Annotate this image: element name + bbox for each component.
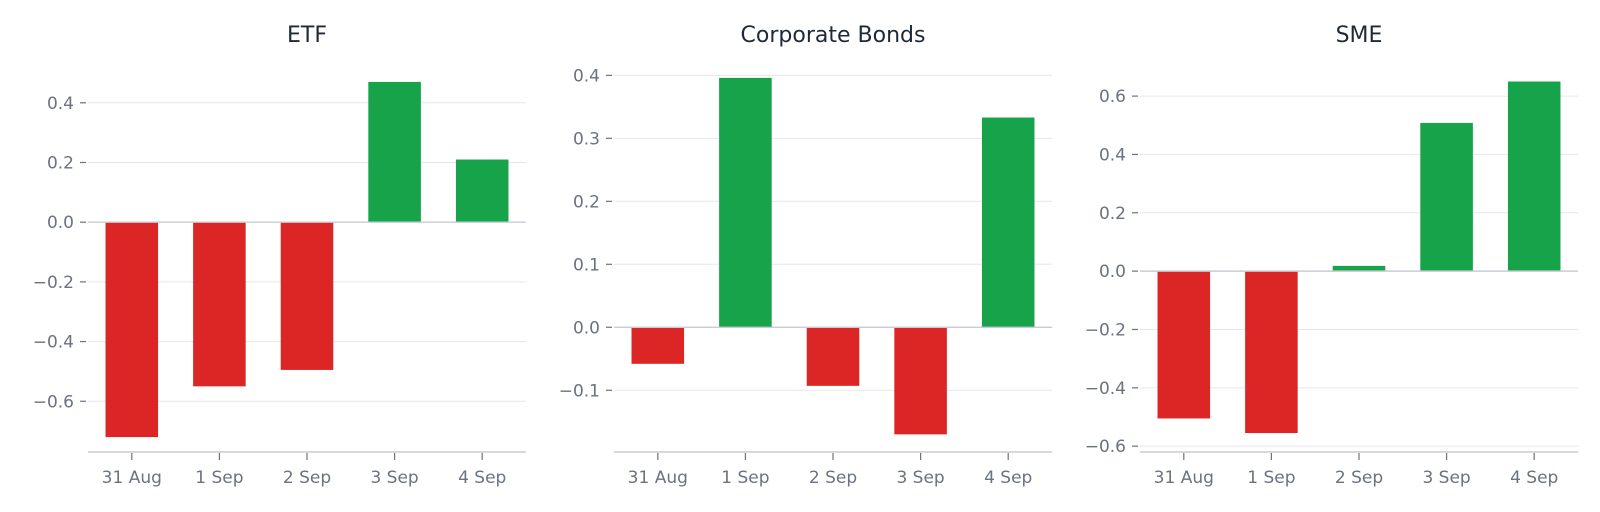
bar-31-aug: [105, 222, 159, 438]
x-tick-label: 31 Aug: [1154, 468, 1214, 488]
y-tick-label: 0.1: [573, 255, 600, 275]
y-tick-label: 0.2: [573, 192, 600, 212]
bar-4-sep: [981, 117, 1035, 328]
x-tick-label: 1 Sep: [1247, 468, 1295, 488]
bar-4-sep: [455, 159, 509, 223]
y-tick-label: 0.0: [47, 213, 74, 233]
bar-1-sep: [193, 222, 246, 387]
bar-1-sep: [719, 77, 772, 328]
y-tick-label: 0.4: [573, 66, 600, 86]
y-tick-label: −0.4: [1085, 379, 1126, 399]
bar-3-sep: [1420, 122, 1473, 272]
chart-panel-1: ETF −0.6 −0.4 −0.2 0.0 0.2 0.4 31 Aug 1 Sep 2 Sep…: [33, 23, 526, 488]
x-tick-label: 1 Sep: [721, 468, 769, 488]
x-tick-label: 3 Sep: [370, 468, 418, 488]
y-tick-label: 0.4: [1099, 145, 1126, 165]
x-tick-label: 31 Aug: [102, 468, 162, 488]
y-tick-label: 0.2: [1099, 204, 1126, 224]
y-tick-label: −0.2: [33, 273, 74, 293]
x-tick-label: 2 Sep: [809, 468, 857, 488]
y-tick-label: 0.4: [47, 94, 74, 114]
y-tick-label: −0.4: [33, 333, 74, 353]
bar-31-aug: [631, 327, 685, 364]
bar-2-sep: [1332, 265, 1386, 272]
y-tick-label: 0.2: [47, 153, 74, 173]
y-tick-label: 0.3: [573, 129, 600, 149]
bar-31-aug: [1157, 271, 1211, 419]
bar-3-sep: [894, 327, 947, 435]
chart-title: SME: [1336, 23, 1383, 48]
bar-3-sep: [368, 81, 421, 223]
y-tick-label: 0.6: [1099, 87, 1126, 107]
x-tick-label: 3 Sep: [1422, 468, 1470, 488]
bar-2-sep: [806, 327, 860, 386]
chart-panel-3: SME −0.6 −0.4 −0.2 0.0 0.2 0.4 0.6 31 Aug 1 Sep 2 …: [1085, 23, 1578, 488]
x-tick-label: 4 Sep: [1510, 468, 1558, 488]
x-tick-label: 2 Sep: [283, 468, 331, 488]
x-tick-label: 4 Sep: [984, 468, 1032, 488]
chart-title: Corporate Bonds: [741, 23, 926, 48]
bar-4-sep: [1507, 81, 1561, 272]
chart-panel-2: Corporate Bonds −0.1 0.0 0.1 0.2 0.3 0.4 31 Aug…: [559, 23, 1052, 488]
y-tick-label: −0.6: [33, 392, 74, 412]
bar-2-sep: [280, 222, 334, 370]
y-tick-label: 0.0: [1099, 262, 1126, 282]
y-tick-label: −0.1: [559, 381, 600, 401]
x-tick-label: 3 Sep: [896, 468, 944, 488]
y-tick-label: 0.0: [573, 318, 600, 338]
chart-title: ETF: [287, 23, 327, 48]
x-tick-label: 4 Sep: [458, 468, 506, 488]
x-tick-label: 31 Aug: [628, 468, 688, 488]
y-tick-label: −0.6: [1085, 437, 1126, 457]
x-tick-label: 2 Sep: [1335, 468, 1383, 488]
x-tick-label: 1 Sep: [195, 468, 243, 488]
y-tick-label: −0.2: [1085, 320, 1126, 340]
bar-1-sep: [1245, 271, 1298, 434]
